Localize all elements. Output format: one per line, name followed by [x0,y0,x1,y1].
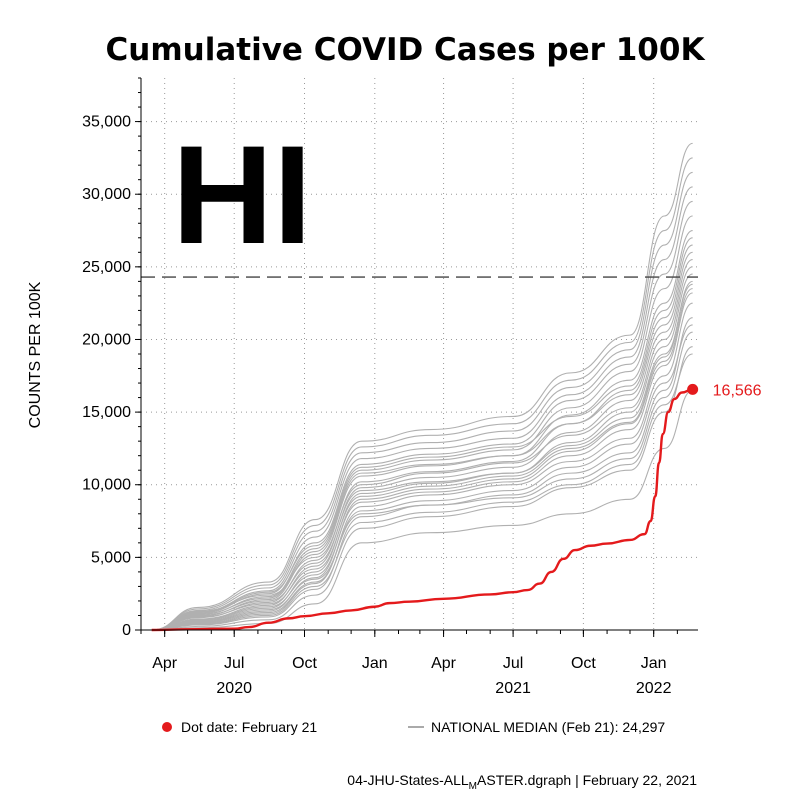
background-series-line [151,186,693,631]
x-tick-label: Apr [431,655,457,672]
x-year-label: 2021 [495,680,531,697]
y-tick-label: 35,000 [82,114,131,131]
background-series-line [151,331,693,631]
background-series-line [151,251,693,631]
y-tick-label: 15,000 [82,404,131,421]
footer-subscript: M [469,781,477,792]
legend-dot-label: Dot date: February 21 [181,719,317,735]
background-series-line [151,229,693,631]
x-tick-label: Jan [362,655,388,672]
background-series-line [151,171,693,631]
legend-dot-marker [162,722,172,732]
background-series-line [151,302,693,631]
background-series-line [151,200,693,631]
background-series-line [151,259,693,631]
footer: 04-JHU-States-ALLMASTER.dgraph | Februar… [347,772,697,792]
x-tick-label: Jul [503,655,523,672]
x-tick-label: Oct [292,655,317,672]
background-series-line [151,280,693,631]
background-series-line [151,389,693,631]
background-series-line [151,292,693,631]
y-tick-label: 0 [122,622,131,639]
x-year-label: 2020 [216,680,252,697]
state-label: HI [172,116,312,273]
x-year-label: 2022 [636,680,672,697]
y-tick-label: 30,000 [82,186,131,203]
grid [141,78,698,630]
x-tick-label: Oct [571,655,596,672]
background-series-line [151,324,693,631]
background-series-line [151,237,693,631]
y-tick-label: 20,000 [82,331,131,348]
x-tick-label: Jan [641,655,667,672]
chart-title: Cumulative COVID Cases per 100K [106,32,706,68]
highlight-end-label: 16,566 [713,382,762,399]
footer-suffix: ASTER.dgraph | February 22, 2021 [477,772,697,788]
highlight-group: 16,566 [151,382,762,632]
axes: 0 5,000 10,000 15,000 20,000 25,000 30,000 35,0… [82,77,698,697]
background-series-line [151,288,693,631]
background-series-line [151,244,693,631]
background-series-line [151,283,693,631]
background-series-group [151,142,693,631]
y-tick-label: 25,000 [82,259,131,276]
legend-median-label: NATIONAL MEDIAN (Feb 21): 24,297 [431,719,665,735]
background-series-line [151,346,693,631]
background-series-line [151,266,693,631]
y-axis-title: COUNTS PER 100K [27,281,44,428]
background-series-line [151,353,693,631]
y-tick-label: 10,000 [82,477,131,494]
legend: Dot date: February 21 NATIONAL MEDIAN (F… [162,719,665,735]
highlight-end-dot [687,383,699,395]
footer-prefix: 04-JHU-States-ALL [347,772,469,788]
background-series-line [151,273,693,631]
highlight-series-line [151,388,693,632]
background-series-line [151,142,693,631]
x-tick-label: Apr [152,655,178,672]
x-tick-label: Jul [224,655,244,672]
background-series-line [151,215,693,631]
background-series-line [151,157,693,631]
y-tick-label: 5,000 [91,549,131,566]
